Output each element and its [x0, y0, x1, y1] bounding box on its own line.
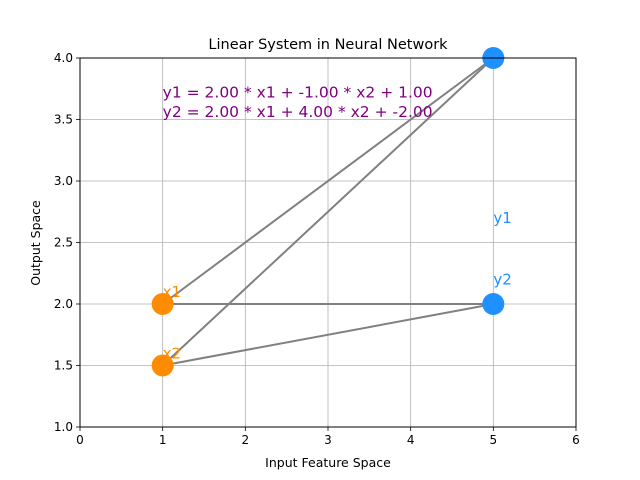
equation-annotation: y2 = 2.00 * x1 + 4.00 * x2 + -2.00	[163, 103, 433, 121]
x-tick-label: 3	[324, 433, 332, 447]
equation-annotation: y1 = 2.00 * x1 + -1.00 * x2 + 1.00	[163, 83, 433, 101]
y-tick-label: 1.5	[54, 359, 73, 373]
edges	[161, 57, 495, 367]
node-label-x2: x2	[163, 345, 181, 363]
node-y2	[482, 293, 505, 315]
y-tick-label: 3.0	[54, 174, 73, 188]
x-tick-label: 0	[76, 433, 84, 447]
edge-x1-y1	[162, 57, 494, 305]
y-axis-label: Output Space	[28, 200, 43, 286]
x-tick-label: 1	[159, 433, 167, 447]
x-tick-label: 4	[407, 433, 415, 447]
y-tick-label: 2.5	[54, 236, 73, 250]
y-axis-ticks: 1.0 1.5 2.0 2.5 3.0 3.5 4.0	[54, 51, 80, 434]
chart-title: Linear System in Neural Network	[208, 37, 448, 53]
y-tick-label: 1.0	[54, 420, 73, 434]
x-axis-label: Input Feature Space	[265, 455, 391, 470]
y-tick-label: 4.0	[54, 51, 73, 65]
x-tick-label: 5	[490, 433, 498, 447]
node-label-y2: y2	[493, 271, 511, 289]
x-tick-label: 2	[242, 433, 250, 447]
node-x1	[151, 293, 174, 315]
node-label-x1: x1	[163, 283, 181, 301]
annotations: y1 = 2.00 * x1 + -1.00 * x2 + 1.00 y2 = 2…	[163, 83, 433, 121]
edge-x2-y1	[161, 57, 495, 367]
node-x2	[151, 354, 174, 377]
y-tick-label: 3.5	[54, 113, 73, 127]
x-axis-ticks: 0 1 2 3 4 5 6	[76, 427, 580, 447]
edge-x2-y2	[162, 303, 494, 367]
node-label-y1: y1	[493, 209, 511, 227]
nodes: x1 x2 y1 y2	[151, 47, 512, 377]
x-tick-label: 6	[572, 433, 580, 447]
y-tick-label: 2.0	[54, 297, 73, 311]
